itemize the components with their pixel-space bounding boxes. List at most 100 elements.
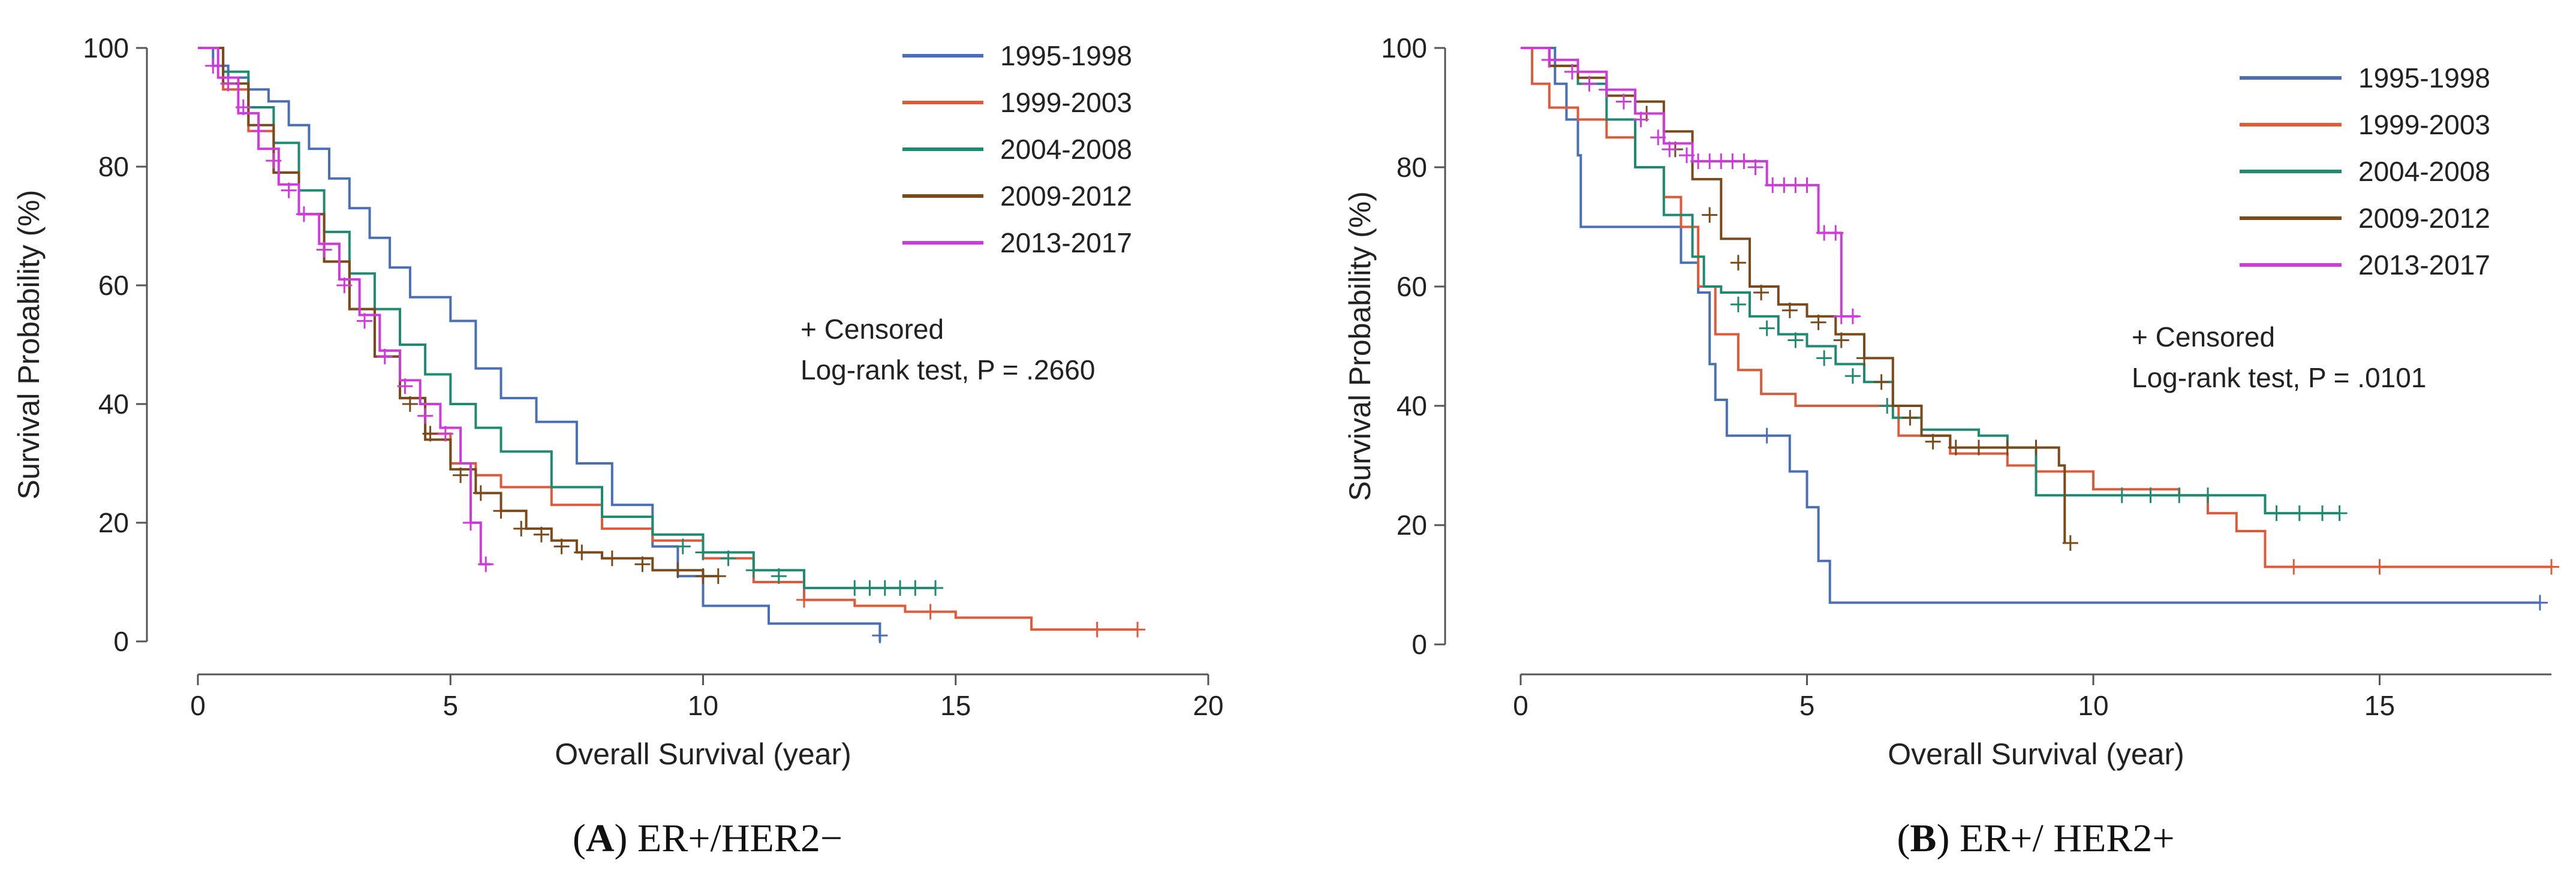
censor-mark [2114, 487, 2130, 504]
y-axis-label: Survival Probability (%) [12, 190, 46, 500]
censor-mark [2315, 505, 2330, 522]
censor-mark [2062, 535, 2078, 551]
series-line-2004-2008 [198, 47, 935, 589]
series-line-2009-2012 [1521, 47, 2066, 543]
censor-mark [453, 467, 469, 483]
x-tick-label: 10 [688, 690, 718, 721]
censor-mark [2291, 505, 2307, 522]
censor-mark [533, 526, 549, 543]
annotation-line: Log-rank test, P = .0101 [2132, 362, 2426, 393]
censor-mark [710, 568, 726, 584]
censor-mark [1753, 284, 1770, 300]
censor-mark [2028, 439, 2044, 456]
censor-mark [2142, 487, 2159, 504]
censor-mark [462, 515, 479, 531]
censor-mark [670, 562, 686, 578]
censor-mark [1902, 409, 1918, 426]
censor-mark [397, 378, 413, 394]
x-tick-label: 0 [190, 690, 206, 721]
y-tick-label: 0 [113, 626, 129, 657]
panel-a: 0 20 40 60 80 100 0 5 10 15 20 Survival Probability… [12, 32, 1224, 860]
x-tick-label: 10 [2078, 690, 2108, 721]
censor-mark [675, 538, 691, 554]
censor-mark [771, 568, 787, 584]
censor-mark [1599, 82, 1615, 98]
censor-mark [720, 550, 736, 566]
legend-label: 1995-1998 [2358, 62, 2490, 94]
censor-mark [437, 426, 453, 442]
censor-mark [907, 580, 923, 596]
censor-mark [1702, 207, 1718, 223]
censor-mark [892, 580, 908, 596]
censor-mark [1581, 76, 1597, 92]
censor-mark [634, 556, 651, 572]
censor-mark [1844, 308, 1861, 324]
y-tick-label: 40 [1397, 390, 1427, 421]
censor-mark [1856, 350, 1872, 366]
x-axis-label: Overall Survival (year) [1888, 737, 2184, 771]
x-tick-label: 20 [1193, 690, 1223, 721]
censor-mark [928, 580, 944, 596]
censor-mark [922, 604, 938, 620]
censor-mark [478, 556, 494, 572]
censor-mark [493, 503, 509, 519]
censor-mark [1633, 111, 1649, 128]
legend-label: 2013-2017 [2358, 249, 2490, 281]
y-tick-label: 20 [1397, 510, 1427, 541]
censor-mark [1999, 439, 2015, 456]
y-tick-label: 0 [1412, 629, 1427, 660]
censor-mark [1799, 177, 1815, 193]
censor-mark [1662, 141, 1678, 158]
censor-mark [316, 242, 332, 258]
censor-mark [574, 544, 590, 560]
censor-mark [2286, 559, 2302, 575]
censor-mark [1948, 439, 1964, 456]
x-tick-label: 5 [443, 690, 458, 721]
x-tick-label: 5 [1799, 690, 1815, 721]
censor-mark [1925, 433, 1941, 450]
censor-mark [1844, 368, 1861, 384]
panel-b: 0 20 40 60 80 100 0 5 10 15 Survival Probability (… [1343, 32, 2559, 860]
y-axis-label: Survival Probability (%) [1343, 191, 1377, 501]
censor-mark [2200, 487, 2216, 504]
caption-letter: B [1910, 816, 1936, 860]
x-axis-label: Overall Survival (year) [555, 737, 851, 771]
censor-mark [1971, 439, 1987, 456]
caption-letter: A [586, 816, 615, 860]
censor-mark [513, 520, 529, 537]
censor-mark [695, 544, 711, 560]
censor-mark [266, 153, 282, 169]
censor-mark [336, 278, 353, 293]
censor-mark [604, 550, 620, 566]
censor-mark [2532, 595, 2548, 611]
series-line-1995-1998 [198, 47, 881, 641]
censor-mark [1781, 302, 1798, 318]
caption-text: ER+/ HER2+ [1960, 816, 2175, 860]
censor-mark [1564, 64, 1580, 80]
y-tick-label: 60 [98, 270, 129, 301]
censor-mark [251, 123, 267, 139]
series-line-1999-2003 [198, 47, 1138, 631]
legend-label: 2004-2008 [2358, 156, 2490, 187]
censor-mark [877, 580, 893, 596]
censor-mark [1873, 374, 1889, 390]
censor-mark [2372, 559, 2388, 575]
censor-mark [553, 538, 570, 554]
y-tick-label: 40 [98, 388, 129, 420]
censor-mark [377, 348, 393, 364]
x-tick-label: 15 [940, 690, 971, 721]
censor-mark [1541, 52, 1557, 68]
legend-label: 2004-2008 [1000, 134, 1132, 165]
censor-mark [2544, 559, 2559, 575]
legend-label: 1995-1998 [1000, 40, 1132, 71]
censor-mark [220, 76, 236, 92]
annotation-line: Log-rank test, P = .2660 [801, 354, 1095, 385]
censor-mark [1730, 255, 1746, 271]
annotation-line: + Censored [801, 314, 944, 345]
censor-mark [235, 100, 251, 115]
series-line-2004-2008 [1521, 47, 2340, 515]
censor-mark [402, 396, 418, 412]
censor-mark [2268, 505, 2285, 522]
series-line-2009-2012 [198, 47, 718, 578]
censor-mark [281, 182, 297, 198]
